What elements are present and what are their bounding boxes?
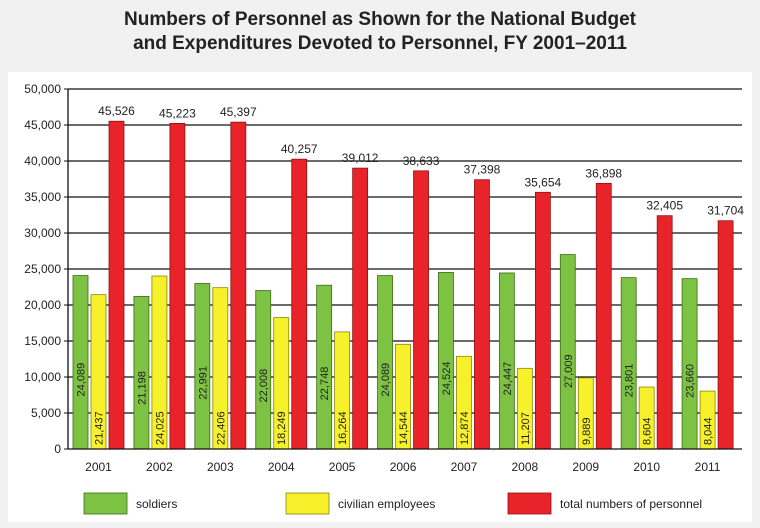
bars: 24,089 21,437 45,526 21,198 24,025 45,223 22,9… — [72, 104, 744, 450]
total-personnel-bar — [230, 121, 247, 450]
civilian-employees-value-label: 21,437 — [94, 411, 106, 445]
total-personnel-value-label: 39,012 — [342, 151, 379, 165]
total-personnel-value-label: 45,223 — [159, 106, 196, 120]
y-tick-label: 10,000 — [24, 370, 61, 384]
x-tick-label: 2004 — [268, 460, 295, 474]
total-personnel-bar — [595, 182, 612, 450]
x-tick-label: 2008 — [512, 460, 539, 474]
civilian-employees-value-label: 8,044 — [703, 417, 715, 445]
y-tick-label: 30,000 — [24, 226, 61, 240]
total-personnel-value-label: 45,397 — [220, 105, 257, 119]
soldiers-value-label: 23,660 — [685, 364, 697, 398]
legend-swatch — [285, 492, 330, 515]
x-tick-label: 2001 — [85, 460, 112, 474]
soldiers-bar — [72, 275, 89, 450]
y-tick-label: 15,000 — [24, 334, 61, 348]
soldiers-bar — [681, 278, 698, 450]
y-tick-label: 25,000 — [24, 262, 61, 276]
x-tick-label: 2003 — [207, 460, 234, 474]
total-personnel-value-label: 40,257 — [281, 142, 318, 156]
axes: 0 5,000 10,000 15,000 20,000 25,000 30,000 35,0… — [24, 82, 742, 474]
legend-swatch — [507, 492, 552, 515]
y-tick-label: 0 — [54, 442, 61, 456]
total-personnel-bar — [717, 220, 734, 450]
x-tick-label: 2011 — [695, 460, 721, 474]
y-tick-label: 5,000 — [31, 406, 61, 420]
x-tick-label: 2005 — [329, 460, 356, 474]
y-tick-label: 35,000 — [24, 190, 61, 204]
civilian-employees-value-label: 14,544 — [398, 411, 410, 445]
total-personnel-value-label: 35,654 — [525, 175, 562, 189]
soldiers-value-label: 27,009 — [563, 354, 575, 388]
civilian-employees-value-label: 16,264 — [337, 411, 349, 445]
soldiers-value-label: 23,801 — [624, 364, 636, 398]
soldiers-bar — [620, 277, 637, 450]
total-personnel-bar — [534, 191, 551, 450]
legend-civilian-employees: civilian employees — [285, 492, 435, 515]
legend-label: soldiers — [136, 497, 177, 511]
civilian-employees-value-label: 22,406 — [215, 411, 227, 445]
legend-total-personnel: total numbers of personnel — [507, 492, 702, 515]
soldiers-value-label: 22,748 — [319, 367, 331, 401]
legend-label: total numbers of personnel — [560, 497, 702, 511]
civilian-employees-value-label: 18,249 — [276, 411, 288, 445]
legend-label: civilian employees — [338, 497, 435, 511]
legend-swatch — [83, 492, 128, 515]
soldiers-bar — [498, 272, 515, 450]
civilian-employees-value-label: 24,025 — [154, 411, 166, 445]
x-tick-label: 2010 — [633, 460, 660, 474]
x-tick-label: 2009 — [572, 460, 599, 474]
soldiers-value-label: 22,991 — [197, 366, 209, 400]
total-personnel-bar — [352, 167, 369, 450]
soldiers-value-label: 24,524 — [441, 362, 453, 396]
soldiers-bar — [559, 254, 576, 450]
soldiers-bar — [438, 272, 454, 450]
chart-title: Numbers of Personnel as Shown for the Na… — [0, 8, 760, 56]
civilian-employees-value-label: 11,207 — [520, 412, 532, 445]
chart-title-line-2: and Expenditures Devoted to Personnel, F… — [133, 33, 627, 54]
soldiers-value-label: 24,089 — [380, 363, 392, 397]
total-personnel-value-label: 32,405 — [646, 199, 683, 213]
total-personnel-value-label: 38,633 — [403, 154, 440, 168]
civilian-employees-value-label: 8,604 — [642, 417, 654, 445]
total-personnel-bar — [108, 120, 125, 450]
soldiers-value-label: 22,008 — [258, 369, 270, 403]
total-personnel-value-label: 45,526 — [98, 104, 135, 118]
soldiers-value-label: 24,089 — [76, 363, 88, 397]
soldiers-bar — [377, 275, 393, 450]
total-personnel-bar — [169, 122, 186, 450]
total-personnel-bar — [474, 179, 490, 450]
total-personnel-bar — [656, 215, 673, 450]
x-tick-label: 2007 — [451, 460, 478, 474]
chart-title-line-1: Numbers of Personnel as Shown for the Na… — [124, 9, 636, 30]
y-tick-label: 40,000 — [24, 154, 61, 168]
total-personnel-bar — [413, 170, 429, 450]
x-tick-label: 2002 — [146, 460, 173, 474]
total-personnel-value-label: 36,898 — [585, 166, 622, 180]
y-tick-label: 20,000 — [24, 298, 61, 312]
y-tick-label: 45,000 — [24, 118, 61, 132]
legend-soldiers: soldiers — [83, 492, 177, 515]
y-tick-label: 50,000 — [24, 82, 61, 96]
civilian-employees-value-label: 9,889 — [581, 417, 593, 445]
total-personnel-value-label: 31,704 — [707, 204, 744, 218]
total-personnel-bar — [291, 158, 308, 450]
legend: soldiers civilian employees total numbers … — [83, 492, 702, 515]
total-personnel-value-label: 37,398 — [464, 163, 501, 177]
x-tick-label: 2006 — [390, 460, 417, 474]
soldiers-value-label: 24,447 — [502, 362, 514, 396]
soldiers-value-label: 21,198 — [136, 371, 148, 405]
civilian-employees-value-label: 12,874 — [459, 411, 471, 445]
